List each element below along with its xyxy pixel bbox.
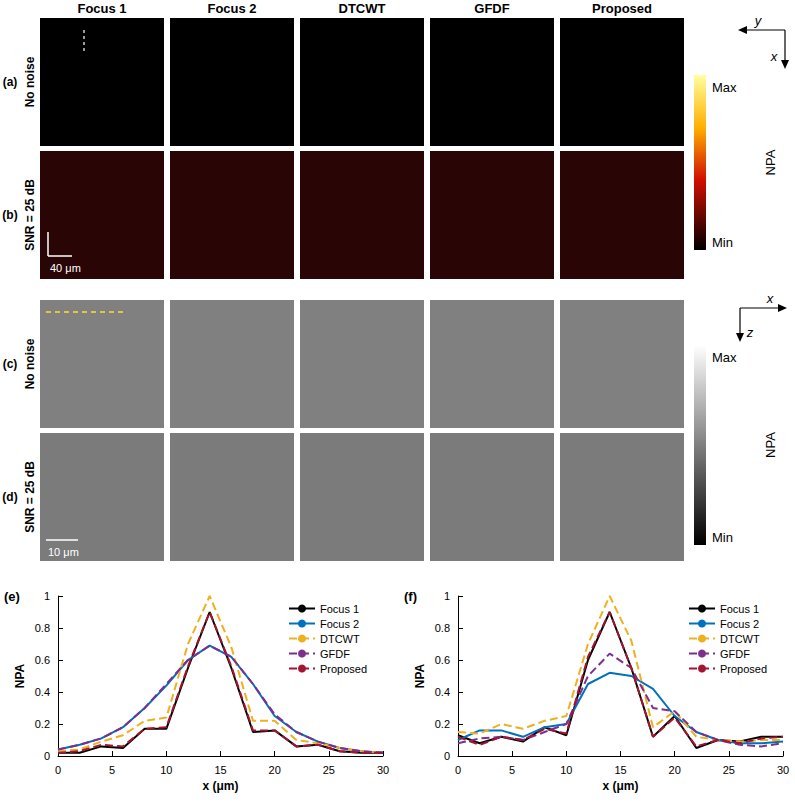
svg-text:0.2: 0.2 xyxy=(35,718,50,730)
svg-text:30: 30 xyxy=(777,764,789,776)
svg-text:(f): (f) xyxy=(404,589,417,604)
svg-text:GFDF: GFDF xyxy=(474,1,509,16)
svg-text:NPA: NPA xyxy=(763,432,778,458)
svg-text:15: 15 xyxy=(214,764,226,776)
svg-text:0.4: 0.4 xyxy=(435,686,450,698)
svg-text:5: 5 xyxy=(109,764,115,776)
svg-text:No noise: No noise xyxy=(23,56,37,107)
svg-text:x (μm): x (μm) xyxy=(202,779,238,793)
svg-text:40 μm: 40 μm xyxy=(50,262,81,274)
svg-text:0.6: 0.6 xyxy=(35,654,50,666)
svg-text:x (μm): x (μm) xyxy=(602,779,638,793)
svg-text:0: 0 xyxy=(55,764,61,776)
svg-text:15: 15 xyxy=(614,764,626,776)
svg-text:Focus 2: Focus 2 xyxy=(207,1,256,16)
svg-text:25: 25 xyxy=(323,764,335,776)
svg-text:(a): (a) xyxy=(3,75,18,89)
svg-text:0.6: 0.6 xyxy=(435,654,450,666)
svg-text:5: 5 xyxy=(509,764,515,776)
svg-text:NPA: NPA xyxy=(763,149,778,175)
svg-text:1: 1 xyxy=(444,590,450,602)
svg-text:Focus 1: Focus 1 xyxy=(320,603,359,615)
svg-text:NPA: NPA xyxy=(413,663,427,688)
svg-text:SNR = 25 dB: SNR = 25 dB xyxy=(23,179,37,251)
svg-text:Focus 2: Focus 2 xyxy=(320,618,359,630)
svg-text:Max: Max xyxy=(712,350,737,365)
svg-text:10: 10 xyxy=(160,764,172,776)
svg-text:(b): (b) xyxy=(2,208,17,222)
svg-text:0.2: 0.2 xyxy=(435,718,450,730)
svg-text:0: 0 xyxy=(455,764,461,776)
svg-text:NPA: NPA xyxy=(13,663,27,688)
svg-text:Focus 2: Focus 2 xyxy=(720,618,759,630)
svg-text:0: 0 xyxy=(44,750,50,762)
svg-text:(c): (c) xyxy=(3,357,18,371)
svg-text:x: x xyxy=(766,291,774,306)
svg-text:25: 25 xyxy=(723,764,735,776)
svg-text:DTCWT: DTCWT xyxy=(720,633,760,645)
svg-text:1: 1 xyxy=(44,590,50,602)
svg-text:Min: Min xyxy=(712,235,733,250)
svg-text:(e): (e) xyxy=(4,589,20,604)
svg-text:x: x xyxy=(770,49,778,64)
svg-text:Proposed: Proposed xyxy=(720,663,767,675)
svg-text:DTCWT: DTCWT xyxy=(339,1,386,16)
svg-text:Proposed: Proposed xyxy=(592,1,652,16)
svg-text:10 μm: 10 μm xyxy=(48,546,79,558)
svg-text:y: y xyxy=(754,13,763,28)
svg-text:GFDF: GFDF xyxy=(320,648,350,660)
svg-text:No noise: No noise xyxy=(23,338,37,389)
svg-text:Min: Min xyxy=(712,530,733,545)
svg-text:20: 20 xyxy=(269,764,281,776)
svg-text:30: 30 xyxy=(377,764,389,776)
svg-text:Focus 1: Focus 1 xyxy=(77,1,126,16)
svg-text:Max: Max xyxy=(712,80,737,95)
svg-text:0.4: 0.4 xyxy=(35,686,50,698)
svg-text:0.8: 0.8 xyxy=(35,622,50,634)
svg-text:(d): (d) xyxy=(2,490,17,504)
svg-text:GFDF: GFDF xyxy=(720,648,750,660)
svg-text:0: 0 xyxy=(444,750,450,762)
svg-text:0.8: 0.8 xyxy=(435,622,450,634)
svg-text:DTCWT: DTCWT xyxy=(320,633,360,645)
svg-text:20: 20 xyxy=(669,764,681,776)
svg-text:SNR = 25 dB: SNR = 25 dB xyxy=(23,461,37,533)
svg-text:10: 10 xyxy=(560,764,572,776)
svg-text:Focus 1: Focus 1 xyxy=(720,603,759,615)
svg-text:z: z xyxy=(746,325,754,340)
svg-text:Proposed: Proposed xyxy=(320,663,367,675)
